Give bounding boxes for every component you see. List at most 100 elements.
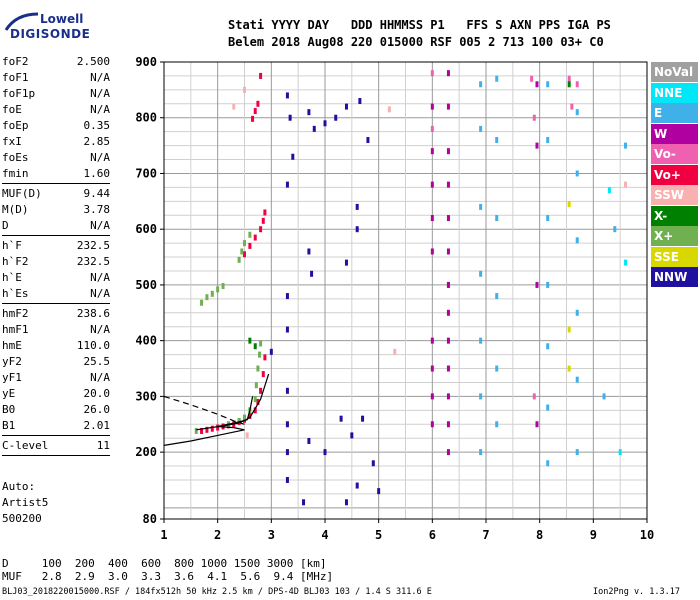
data-point-vo — [210, 425, 214, 432]
data-point-w — [446, 148, 450, 155]
data-point-e — [613, 226, 617, 233]
param-name: foF1 — [2, 71, 29, 84]
data-point-w — [430, 181, 434, 188]
param-name: hmF2 — [2, 307, 29, 320]
param-name: foF1p — [2, 87, 36, 100]
param-value: 3.78 — [83, 203, 111, 216]
data-point-x — [243, 414, 246, 421]
data-point-nnw — [285, 326, 289, 333]
param-value: N/A — [90, 371, 110, 384]
x-tick-label: 8 — [536, 528, 543, 542]
x-tick-label: 9 — [590, 528, 597, 542]
data-point-e — [546, 281, 550, 288]
data-point-e — [546, 215, 550, 222]
data-point-sse — [567, 365, 571, 372]
data-point-nnw — [291, 153, 295, 160]
data-point-w — [446, 103, 450, 110]
param-value: N/A — [90, 287, 110, 300]
data-point-x — [254, 382, 258, 389]
y-tick-label: 900 — [135, 55, 157, 69]
data-point-vo — [261, 217, 265, 224]
param-row-hf2: h`F2 232.5 — [2, 254, 110, 270]
data-point-nnw — [310, 270, 314, 277]
param-row-foep: foEp 0.35 — [2, 118, 110, 134]
data-point-vo — [251, 115, 255, 122]
y-tick-label: 300 — [135, 389, 157, 403]
param-row-clevel: C-level 11 — [2, 438, 110, 454]
data-point-nnw — [269, 348, 273, 355]
param-row-hme: hmE 110.0 — [2, 338, 110, 354]
legend-item-e: E — [651, 103, 698, 123]
data-point-nnw — [344, 103, 348, 110]
param-row-hes: h`Es N/A — [2, 286, 110, 302]
param-value: 2.01 — [83, 419, 111, 432]
data-point-nnw — [355, 226, 359, 233]
data-point-nnw — [285, 421, 289, 428]
data-point-x — [237, 256, 241, 263]
param-value: N/A — [90, 71, 110, 84]
auto-artist: Artist5 — [2, 496, 49, 509]
data-point-x — [248, 231, 252, 238]
legend-item-w: W — [651, 123, 698, 144]
data-point-vo — [430, 125, 434, 132]
data-point-e — [575, 376, 579, 383]
data-point-nnw — [377, 488, 381, 495]
y-tick-label: 200 — [135, 445, 157, 459]
auto-code: 500200 — [2, 512, 42, 525]
x-tick-label: 6 — [429, 528, 436, 542]
data-point-ssw — [245, 432, 249, 439]
data-point-ssw — [624, 181, 628, 188]
y-tick-label: 800 — [135, 111, 157, 125]
data-point-w — [535, 142, 539, 149]
legend-item-vo: Vo+ — [651, 164, 698, 185]
param-row-fof1: foF1 N/A — [2, 70, 110, 86]
legend-item-ssw: SSW — [651, 185, 698, 205]
param-name: M(D) — [2, 203, 29, 216]
data-point-nnw — [285, 293, 289, 300]
data-point-vo — [253, 407, 257, 414]
data-point-vo — [200, 427, 204, 434]
data-point-nnw — [302, 499, 306, 506]
data-point-w — [446, 421, 450, 428]
param-name: h`F — [2, 239, 22, 252]
data-point-ssw — [393, 348, 397, 355]
data-point-x — [237, 417, 241, 424]
data-point-x — [567, 81, 571, 88]
data-point-e — [602, 393, 606, 400]
data-point-nnw — [344, 499, 348, 506]
data-point-x — [194, 427, 198, 434]
param-value: 0.35 — [83, 119, 111, 132]
header-labels: Stati YYYY DAY DDD HHMMSS P1 FFS S AXN P… — [228, 18, 611, 32]
param-name: h`F2 — [2, 255, 29, 268]
param-name: B1 — [2, 419, 16, 432]
data-point-e — [479, 81, 483, 88]
data-point-e — [624, 142, 628, 149]
param-name: B0 — [2, 403, 16, 416]
data-point-e — [495, 75, 499, 82]
data-point-e — [546, 404, 550, 411]
data-point-x — [256, 365, 260, 372]
data-point-nnw — [323, 120, 327, 127]
data-point-w — [446, 337, 450, 344]
data-point-sse — [567, 201, 571, 208]
data-point-e — [495, 215, 499, 222]
param-row-he: h`E N/A — [2, 270, 110, 286]
y-tick-label: 400 — [135, 334, 157, 348]
param-row-yf2: yF2 25.5 — [2, 354, 110, 370]
data-point-e — [479, 125, 483, 132]
param-value: 2.85 — [83, 135, 111, 148]
data-point-ssw — [243, 86, 246, 93]
param-row-mufd: MUF(D) 9.44 — [2, 186, 110, 202]
data-point-ssw — [387, 106, 391, 113]
data-point-vo — [575, 81, 579, 88]
param-name: yF1 — [2, 371, 22, 384]
y-tick-label: 700 — [135, 166, 157, 180]
data-point-x — [240, 248, 244, 255]
data-point-nnw — [285, 92, 289, 99]
data-point-w — [446, 215, 450, 222]
data-point-nnw — [371, 460, 375, 467]
param-name: MUF(D) — [2, 187, 42, 200]
data-point-e — [495, 421, 499, 428]
footer-file-info: BLJ03_2018220015000.RSF / 184fx512h 50 k… — [2, 587, 432, 597]
data-point-vo — [248, 412, 252, 419]
